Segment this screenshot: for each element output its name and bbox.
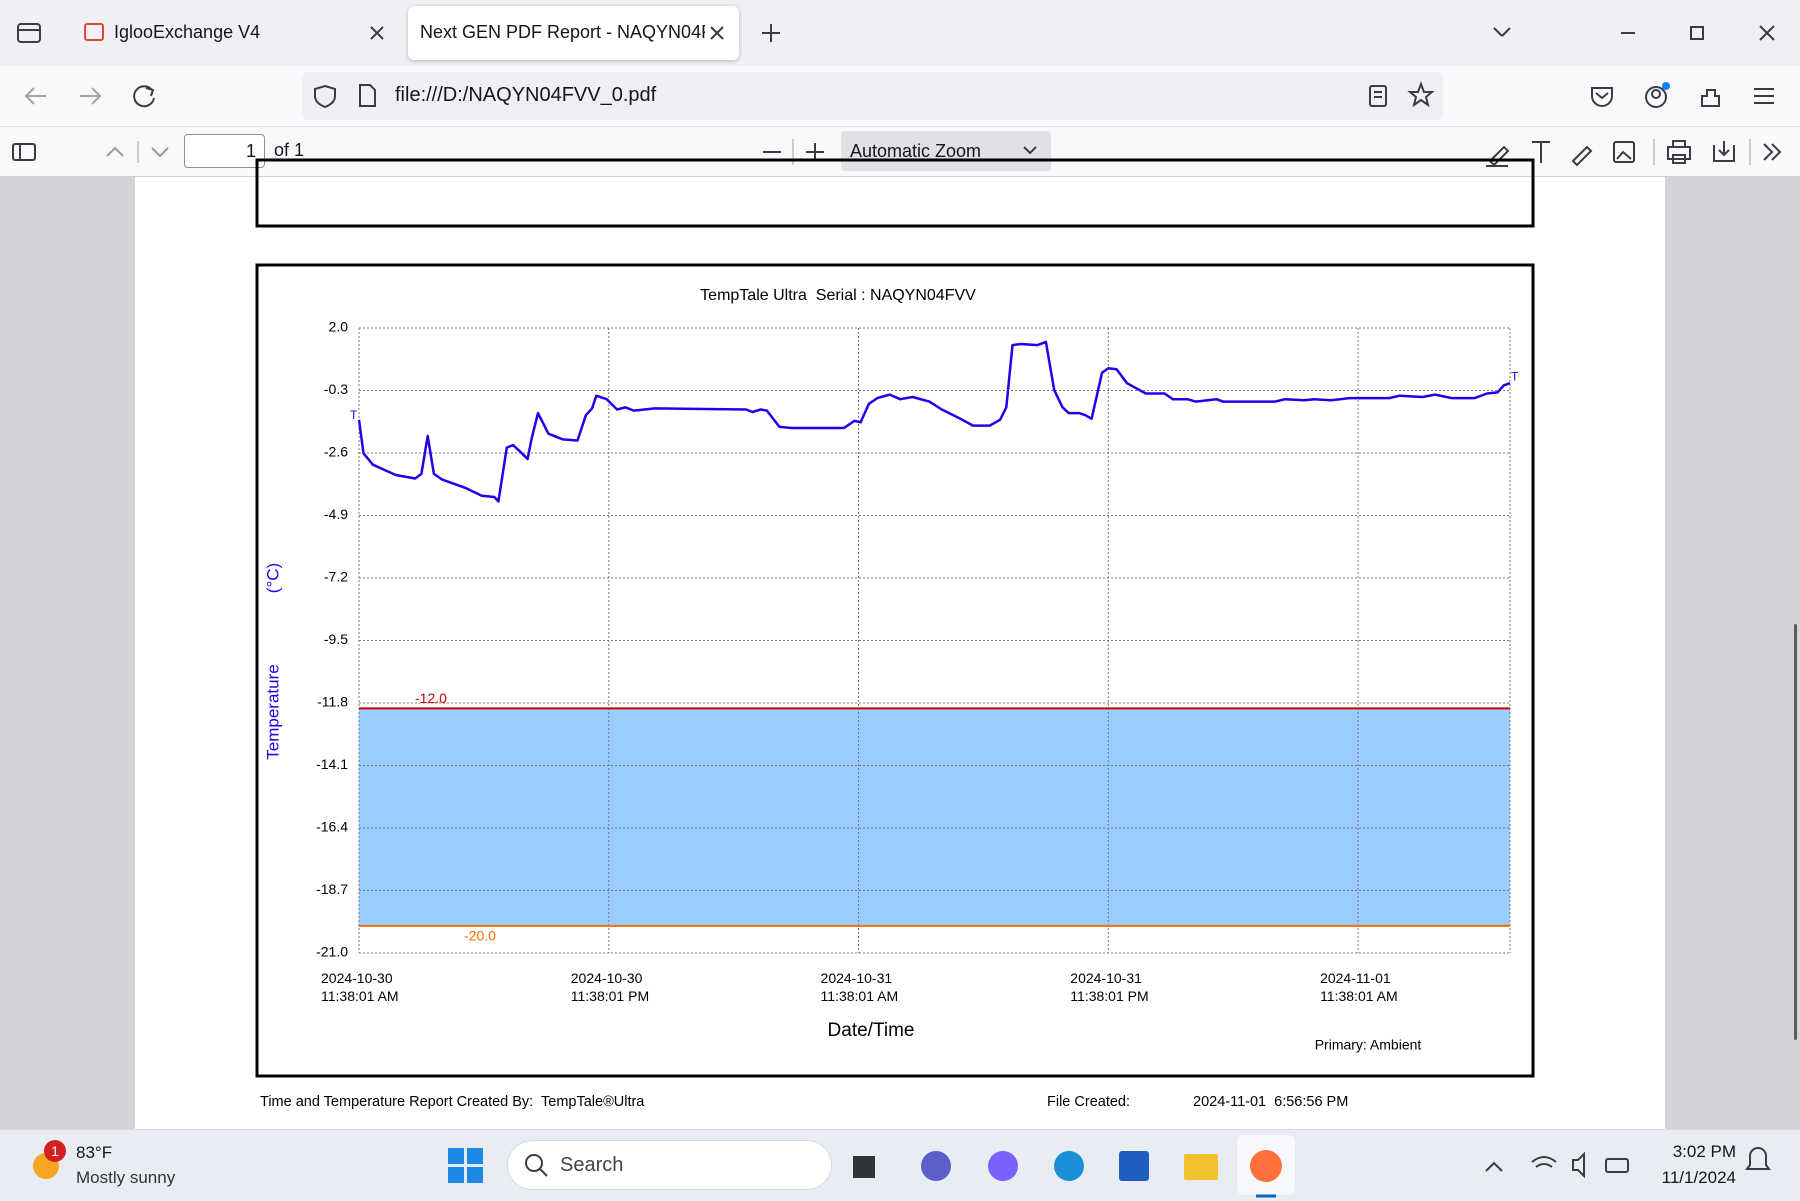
scrollbar-thumb[interactable]	[1794, 624, 1797, 1040]
x-tick-label: 2024-10-31 11:38:01 PM	[1070, 970, 1149, 1004]
footer-created-by: Time and Temperature Report Created By: …	[260, 1094, 645, 1110]
start-marker: T	[350, 408, 358, 422]
zoom-chevron	[1023, 146, 1037, 155]
taskbar-icons	[33, 1135, 1771, 1198]
y-tick-label: -7.2	[324, 569, 348, 585]
data-line	[357, 340, 1511, 503]
y-axis-unit: (°C)	[263, 563, 282, 593]
pdf-viewer	[0, 177, 1800, 1129]
taskbar: 1 83°F Mostly sunny Search 3:02 PM 11/1/…	[0, 1129, 1800, 1201]
threshold-band	[359, 708, 1510, 926]
x-tick-label: 2024-11-01 11:38:01 AM	[1320, 970, 1398, 1004]
zoom-select[interactable]: Automatic Zoom	[841, 131, 1051, 171]
x-tick-label: 2024-10-30 11:38:01 AM	[321, 970, 399, 1004]
url-field[interactable]: file:///D:/NAQYN04FVV_0.pdf	[302, 72, 1443, 120]
tab-title[interactable]: Next GEN PDF Report - NAQYN04F	[420, 22, 705, 42]
footer-file-created: 2024-11-01 6:56:56 PM	[1193, 1094, 1349, 1110]
account-dot	[1662, 82, 1670, 90]
tab-bar: IglooExchange V4 Next GEN PDF Report - N…	[0, 0, 1800, 66]
search-icon	[525, 1154, 548, 1177]
footer-file-created-label: File Created:	[1047, 1094, 1131, 1110]
weather-condition[interactable]: Mostly sunny	[76, 1168, 176, 1187]
page-number-input[interactable]: 1	[184, 134, 265, 168]
y-tick-label: -14.1	[316, 756, 348, 772]
threshold-label: -12.0	[415, 690, 447, 706]
x-axis-label: Date/Time	[828, 1020, 915, 1041]
nav-icons	[24, 85, 1774, 108]
url-text[interactable]: file:///D:/NAQYN04FVV_0.pdf	[395, 84, 657, 106]
chart-title: TempTale Ultra Serial : NAQYN04FVV	[700, 287, 976, 304]
y-tick-label: -0.3	[324, 381, 348, 397]
weather-temperature[interactable]: 83°F	[76, 1143, 113, 1162]
tab-title[interactable]: IglooExchange V4	[114, 22, 261, 42]
legend-label: Primary: Ambient	[1315, 1037, 1422, 1053]
y-tick-label: -9.5	[324, 631, 348, 647]
tab-close[interactable]	[408, 6, 739, 60]
y-tick-label: -11.8	[317, 694, 348, 710]
url-icons	[314, 81, 1435, 109]
end-marker: T	[1511, 369, 1519, 383]
threshold-label: -20.0	[464, 928, 496, 944]
x-tick-label: 2024-10-31 11:38:01 AM	[820, 970, 899, 1004]
weather-badge: 1	[44, 1140, 66, 1162]
clock-time[interactable]: 3:02 PM	[1672, 1142, 1736, 1161]
previous-section-box	[255, 158, 1535, 228]
y-tick-label: -21.0	[316, 944, 348, 960]
chart-frame	[255, 263, 1535, 1078]
tab-favicon	[84, 23, 104, 41]
zoom-text[interactable]: Automatic Zoom	[850, 141, 982, 161]
y-tick-label: -18.7	[316, 881, 348, 897]
y-tick-label: -2.6	[324, 444, 348, 460]
page-count: of 1	[274, 140, 305, 160]
y-tick-label: 2.0	[329, 319, 349, 335]
nav-bar: file:///D:/NAQYN04FVV_0.pdf	[0, 66, 1800, 127]
pdf-toolbar: 1 of 1 Automatic Zoom	[0, 127, 1800, 177]
y-axis-label: Temperature	[263, 664, 282, 759]
y-tick-label: -4.9	[324, 506, 348, 522]
pdf-page	[135, 177, 1665, 1129]
pdf-toolbar-icons	[12, 139, 1782, 167]
x-tick-label: 2024-10-30 11:38:01 PM	[570, 970, 650, 1004]
search-box[interactable]: Search	[507, 1140, 832, 1190]
tab-bar-icons	[17, 23, 1775, 43]
search-text[interactable]: Search	[560, 1154, 624, 1176]
active-tab[interactable]: Next GEN PDF Report - NAQYN04F	[408, 6, 739, 60]
y-tick-label: -16.4	[316, 819, 348, 835]
clock-date[interactable]: 11/1/2024	[1661, 1168, 1736, 1187]
